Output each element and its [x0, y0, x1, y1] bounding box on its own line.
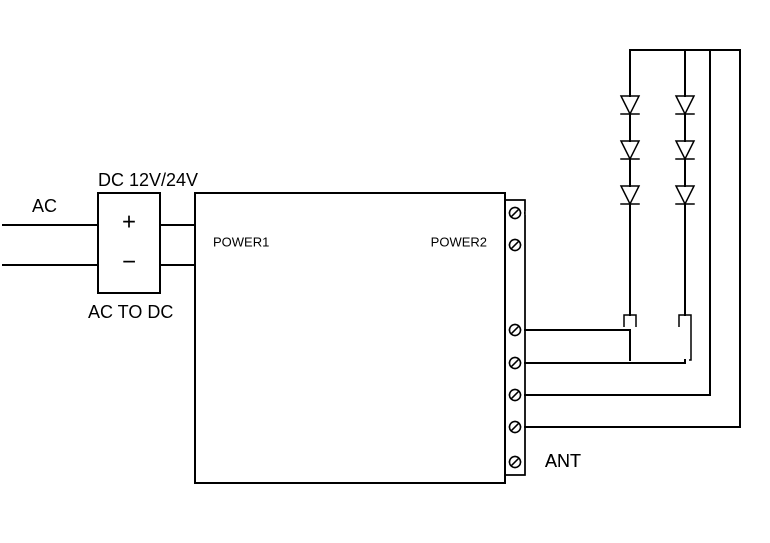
diode [621, 186, 639, 204]
diode [676, 186, 694, 204]
svg-text:ANT: ANT [545, 451, 581, 471]
minus-symbol: − [122, 248, 136, 275]
plus-symbol: + [122, 208, 136, 235]
diode [676, 141, 694, 159]
ac-to-dc-label: AC TO DC [88, 302, 173, 322]
wiring-diagram: AC+−DC 12V/24VAC TO DCPOWER1POWER2ANTANT [0, 0, 770, 543]
power1-label: POWER1 [213, 234, 269, 249]
diode [621, 96, 639, 114]
diode [621, 141, 639, 159]
diode [676, 96, 694, 114]
dc-voltage-label: DC 12V/24V [98, 170, 198, 190]
ac-label: AC [32, 196, 57, 216]
power2-label: POWER2 [431, 234, 487, 249]
